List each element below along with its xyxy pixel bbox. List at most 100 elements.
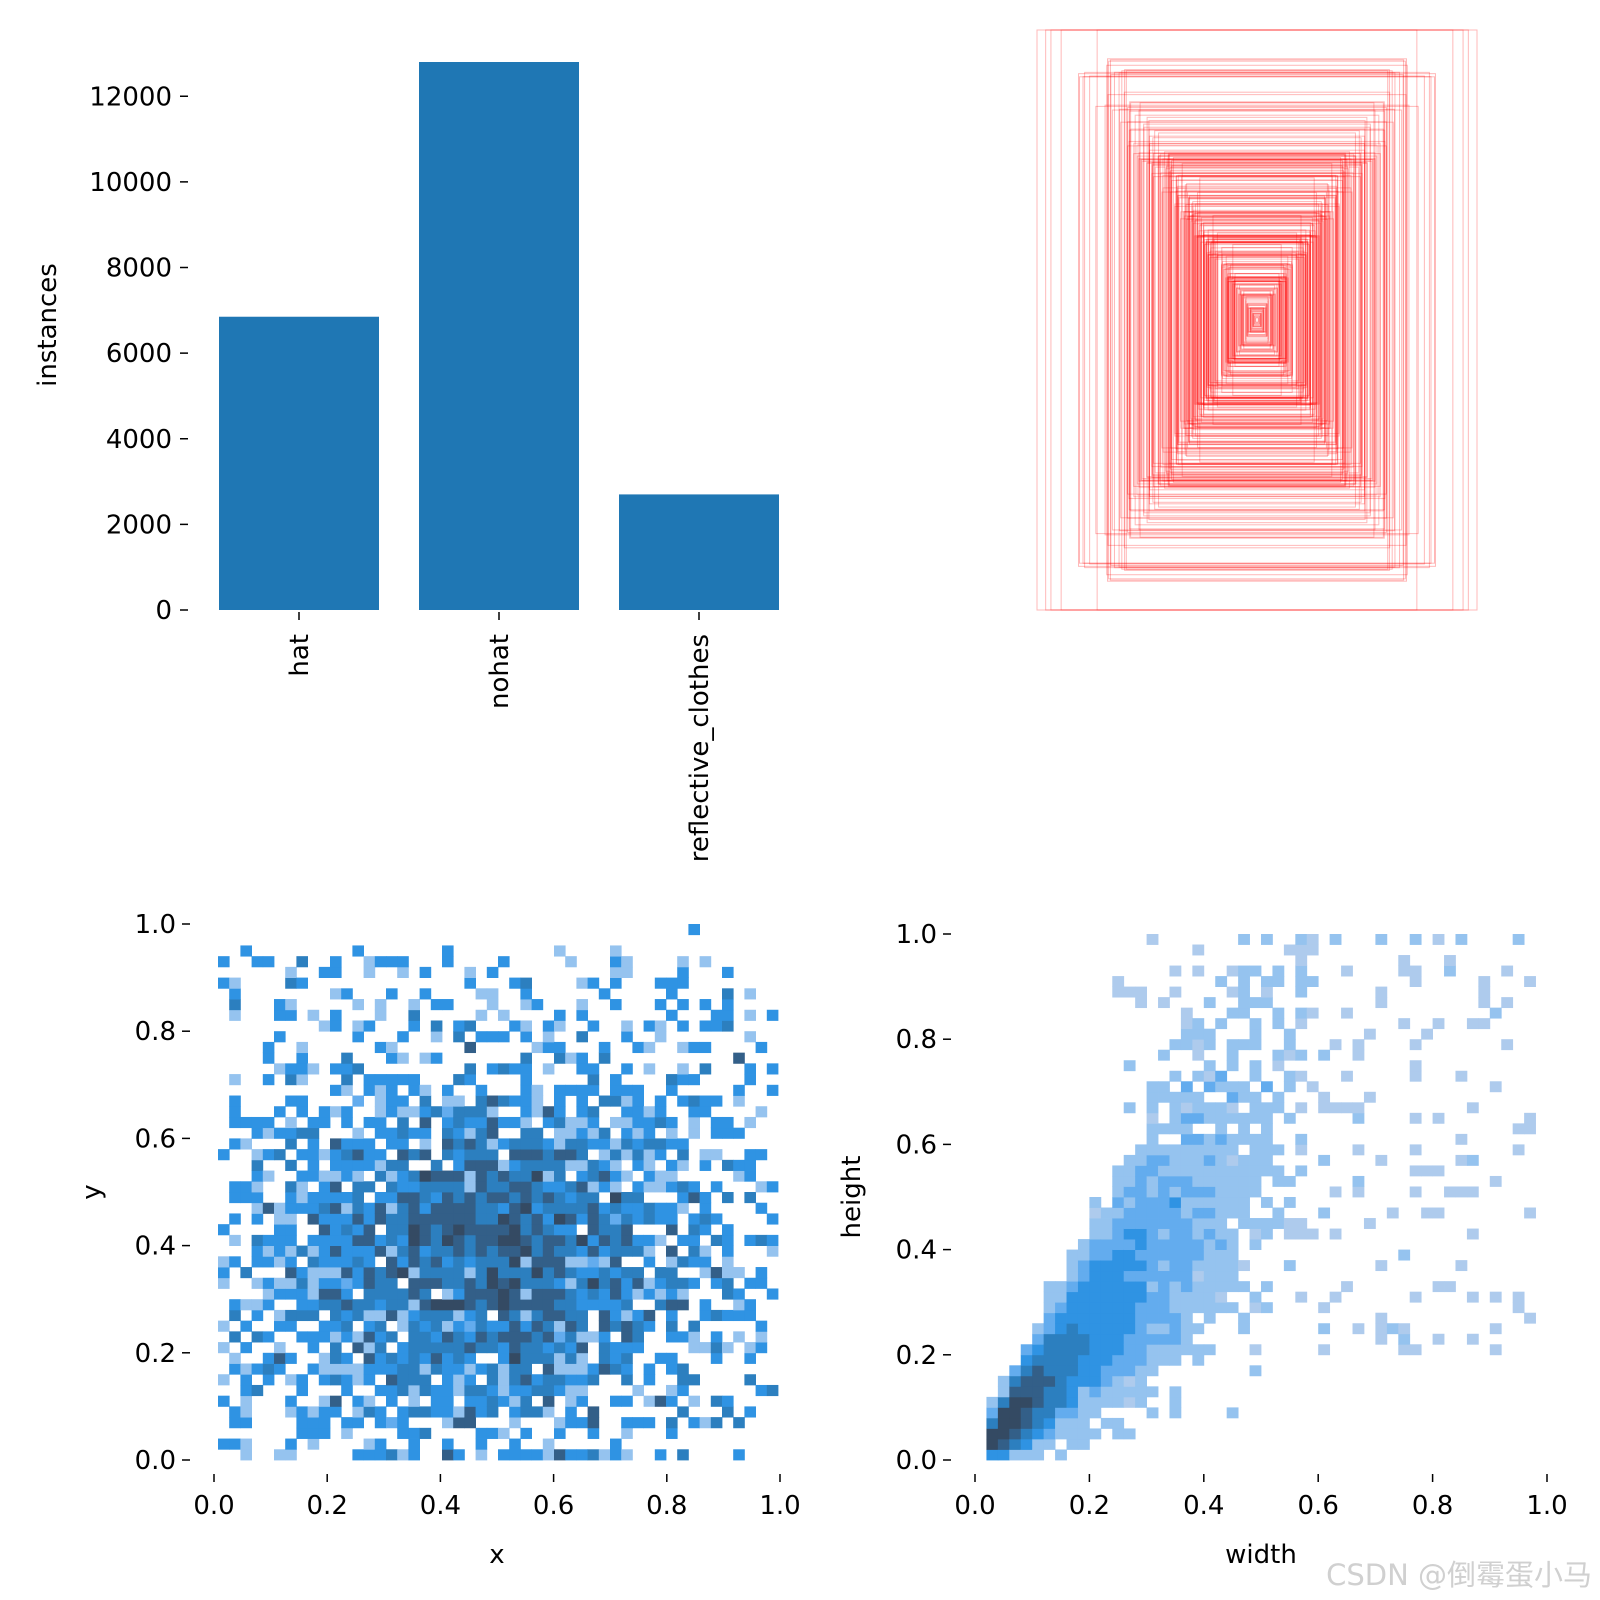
heatmap-cell — [1215, 1175, 1228, 1187]
bbox-rect — [1154, 166, 1360, 474]
heatmap-cell — [643, 1374, 656, 1386]
heatmap-cell — [576, 1031, 588, 1043]
bbox-rect — [1183, 211, 1331, 429]
heatmap-cell — [475, 1256, 488, 1268]
heatmap-cell — [274, 1320, 286, 1332]
heatmap-cell — [397, 1074, 409, 1086]
heatmap-cell — [498, 1170, 510, 1182]
heatmap-cell — [1043, 1354, 1056, 1366]
heatmap-cell — [565, 1149, 577, 1161]
heatmap-cell — [307, 1256, 320, 1268]
heatmap-cell — [397, 1406, 409, 1418]
heatmap-cell — [408, 1320, 420, 1332]
heatmap-cell — [1043, 1396, 1056, 1408]
heatmap-cell — [565, 1181, 577, 1193]
bbox-rect — [1180, 211, 1334, 429]
heatmap-cell — [1066, 1291, 1079, 1303]
heatmap-cell — [341, 1331, 353, 1343]
heatmap-cell — [632, 1202, 644, 1214]
heatmap-cell — [1146, 1207, 1159, 1219]
heatmap-cell — [1032, 1386, 1045, 1398]
heatmap-cell — [1123, 1365, 1136, 1377]
heatmap-cell — [1180, 1260, 1193, 1272]
heatmap-cell — [453, 1363, 465, 1375]
heatmap-cell — [1512, 1291, 1525, 1303]
heatmap-cell — [1261, 1133, 1273, 1145]
bbox-rect — [1247, 304, 1267, 336]
heatmap-cell — [1123, 1323, 1136, 1335]
heatmap-cell — [576, 1213, 588, 1225]
heatmap-cell — [1100, 1281, 1113, 1293]
heatmap-cell — [285, 1449, 297, 1461]
y-tick-label: 0.2 — [896, 1341, 937, 1371]
bbox-rect — [1143, 123, 1371, 517]
heatmap-cell — [274, 1256, 286, 1268]
heatmap-cell — [1249, 1175, 1262, 1187]
heatmap-cell — [475, 1084, 488, 1096]
heatmap-cell — [1192, 1165, 1205, 1177]
heatmap-cell — [621, 1449, 633, 1461]
heatmap-cell — [1009, 1449, 1022, 1461]
y-tick-label: 1.0 — [896, 920, 937, 950]
heatmap-cell — [688, 1106, 700, 1118]
heatmap-cell — [464, 1202, 476, 1214]
bbox-rect — [1166, 158, 1348, 482]
heatmap-cell — [475, 1299, 488, 1311]
heatmap-cell — [1135, 1165, 1147, 1177]
heatmap-cell — [352, 1020, 364, 1032]
heatmap-cell — [262, 1374, 275, 1386]
bbox-rect — [1168, 154, 1346, 486]
heatmap-cell — [318, 1149, 331, 1161]
heatmap-cell — [1192, 1175, 1205, 1187]
heatmap-cell — [1215, 1270, 1228, 1282]
heatmap-cell — [1032, 1449, 1045, 1461]
heatmap-cell — [1203, 1270, 1216, 1282]
heatmap-cell — [531, 1342, 544, 1354]
heatmap-cell — [710, 1116, 723, 1129]
heatmap-cell — [542, 1438, 555, 1450]
heatmap-cell — [587, 1427, 600, 1439]
bbox-rect — [1050, 29, 1464, 611]
heatmap-cell — [498, 1449, 510, 1461]
heatmap-cell — [1489, 1175, 1502, 1187]
heatmap-cell — [997, 1396, 1010, 1408]
heatmap-cell — [229, 1181, 241, 1193]
heatmap-cell — [1272, 976, 1285, 987]
heatmap-cell — [330, 1202, 342, 1214]
heatmap-cell — [1146, 1249, 1159, 1261]
heatmap-cell — [509, 1352, 521, 1364]
heatmap-cell — [1215, 1260, 1228, 1272]
bbox-rect — [1110, 74, 1404, 566]
heatmap-cell — [318, 1406, 331, 1418]
bbox-rect — [1249, 307, 1265, 333]
heatmap-cell — [262, 1127, 275, 1139]
bbox-rect — [1213, 256, 1301, 384]
heatmap-cell — [542, 1138, 555, 1150]
heatmap-cell — [710, 1127, 723, 1139]
heatmap-cell — [374, 1363, 387, 1375]
heatmap-cell — [542, 1245, 555, 1257]
heatmap-cell — [621, 1170, 633, 1182]
bbox-rect — [1104, 104, 1410, 536]
heatmap-cell — [352, 1063, 364, 1075]
heatmap-cell — [486, 1384, 499, 1397]
heatmap-cell — [1375, 1312, 1388, 1324]
heatmap-cell — [1341, 1102, 1353, 1114]
heatmap-cell — [408, 1395, 420, 1407]
heatmap-cell — [419, 1309, 432, 1322]
heatmap-cell — [1398, 1018, 1411, 1030]
heatmap-cell — [1169, 1102, 1182, 1114]
heatmap-cell — [1123, 986, 1136, 998]
heatmap-cell — [1089, 1375, 1102, 1387]
heatmap-cell — [296, 1052, 308, 1064]
heatmap-cell — [330, 1106, 342, 1118]
heatmap-cell — [733, 1449, 745, 1461]
heatmap-cell — [251, 1384, 264, 1397]
heatmap-cell — [576, 1449, 588, 1461]
heatmap-cell — [1089, 1260, 1102, 1272]
bbox-rect — [1178, 197, 1336, 443]
heatmap-cell — [397, 1417, 409, 1429]
bbox-rect — [1227, 280, 1287, 360]
heatmap-cell — [1272, 1091, 1285, 1103]
heatmap-cell — [1192, 1249, 1205, 1261]
